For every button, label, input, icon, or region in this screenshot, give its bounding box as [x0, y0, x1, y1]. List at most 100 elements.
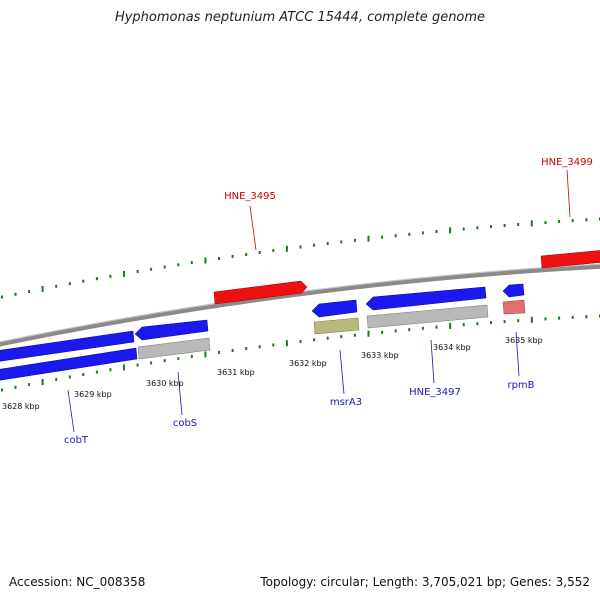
gene-label-rpmb[interactable]: rpmB — [507, 380, 534, 391]
scale-label-3629: 3629 kbp — [74, 390, 112, 399]
reverse-strand-tick — [340, 335, 343, 339]
forward-strand-tick — [530, 220, 533, 227]
gene-rpmb-arrow[interactable] — [502, 283, 525, 298]
forward-strand-tick — [14, 292, 17, 296]
forward-strand-tick — [394, 234, 397, 238]
scale-label-3632: 3632 kbp — [289, 359, 327, 368]
reverse-strand-tick — [136, 363, 139, 367]
forward-strand-tick — [1, 295, 3, 299]
forward-strand-tick — [204, 257, 207, 264]
scale-label-3631: 3631 kbp — [217, 368, 255, 377]
reverse-strand-tick — [503, 320, 506, 324]
reverse-strand-tick — [571, 315, 574, 319]
reverse-strand-tick — [204, 351, 207, 358]
gene-label-msra3[interactable]: msrA3 — [330, 397, 362, 408]
forward-strand-tick — [177, 263, 180, 267]
forward-strand-tick — [95, 277, 98, 281]
forward-strand-tick — [82, 279, 85, 283]
reverse-strand-tick — [544, 317, 547, 321]
scale-label-3630: 3630 kbp — [146, 379, 184, 388]
gene-label-hne-3495[interactable]: HNE_3495 — [224, 191, 276, 202]
reverse-strand-tick — [285, 340, 288, 347]
gene-hne-3497-arrow[interactable] — [365, 286, 487, 311]
forward-strand-tick — [123, 270, 125, 277]
reverse-strand-tick — [14, 385, 17, 389]
leader-hne-3497 — [430, 339, 435, 384]
forward-strand-tick — [585, 218, 588, 222]
gene-label-cobT[interactable]: cobT — [64, 435, 89, 446]
forward-strand-tick — [68, 282, 71, 286]
forward-strand-tick — [435, 230, 438, 233]
forward-strand-tick — [285, 245, 288, 252]
reverse-strand-tick — [353, 333, 356, 337]
gene-cobS-product[interactable] — [137, 337, 211, 360]
forward-strand-tick — [313, 243, 316, 247]
reverse-strand-tick — [123, 364, 125, 371]
forward-strand-tick — [490, 225, 492, 229]
reverse-strand-tick — [381, 330, 384, 334]
reverse-strand-tick — [55, 378, 58, 381]
forward-strand-tick — [272, 249, 275, 253]
gene-cobT-outer[interactable] — [0, 330, 135, 362]
reverse-strand-tick — [231, 349, 234, 352]
reverse-strand-tick — [394, 329, 397, 333]
reverse-strand-tick — [299, 340, 302, 343]
gene-cobT-inner[interactable] — [0, 347, 138, 381]
gene-hne-3499[interactable] — [540, 250, 600, 269]
forward-strand-tick — [136, 270, 139, 273]
forward-strand-tick — [340, 240, 343, 244]
forward-strand-tick — [245, 253, 248, 256]
reverse-strand-tick — [462, 323, 465, 327]
forward-strand-tick — [517, 223, 520, 226]
forward-strand-tick — [544, 221, 547, 224]
leader-cobT — [67, 389, 75, 433]
forward-strand-tick — [150, 267, 153, 271]
gene-label-cobS[interactable]: cobS — [173, 418, 197, 429]
scale-label-3633: 3633 kbp — [361, 351, 399, 360]
reverse-strand-tick — [109, 368, 112, 372]
forward-strand-tick — [163, 265, 166, 269]
reverse-strand-tick — [95, 370, 98, 374]
forward-strand-tick — [218, 257, 220, 260]
gene-hne-3495[interactable] — [213, 280, 308, 305]
reverse-strand-tick — [490, 321, 492, 325]
forward-strand-tick — [231, 254, 234, 258]
gene-cobS-arrow[interactable] — [134, 319, 209, 341]
forward-strand-tick — [41, 285, 44, 292]
forward-strand-tick — [558, 220, 561, 223]
forward-strand-tick — [28, 290, 31, 293]
forward-strand-tick — [299, 245, 302, 249]
leader-hne-3499 — [566, 169, 571, 218]
gene-msra3-product[interactable] — [313, 317, 360, 335]
accession-label: Accession: NC_008358 — [9, 575, 146, 589]
forward-strand-tick — [462, 227, 465, 231]
gene-label-hne-3499[interactable]: HNE_3499 — [541, 157, 593, 168]
reverse-strand-tick — [41, 379, 44, 385]
leader-rpmb — [515, 331, 520, 377]
gene-label-hne-3497[interactable]: HNE_3497 — [409, 387, 461, 398]
reverse-strand-tick — [476, 322, 479, 326]
reverse-strand-tick — [585, 315, 588, 319]
reverse-strand-tick — [68, 375, 71, 379]
reverse-strand-tick — [190, 355, 193, 358]
reverse-strand-tick — [150, 361, 153, 365]
forward-strand-tick — [109, 274, 112, 278]
forward-strand-tick — [408, 232, 411, 236]
scale-label-3634: 3634 kbp — [433, 343, 471, 352]
reverse-strand-tick — [367, 330, 370, 337]
gene-hne-3497-product[interactable] — [366, 304, 489, 329]
genome-summary-label: Topology: circular; Length: 3,705,021 bp… — [260, 575, 590, 589]
leader-cobS — [177, 371, 183, 416]
forward-strand-tick — [353, 238, 356, 242]
leader-msra3 — [339, 349, 345, 395]
gene-msra3-arrow[interactable] — [311, 299, 358, 318]
reverse-strand-tick — [272, 343, 275, 347]
reverse-strand-tick — [449, 322, 452, 329]
gene-rpmb-product[interactable] — [502, 299, 526, 315]
genome-backbone — [0, 263, 600, 347]
scale-label-3628: 3628 kbp — [2, 402, 40, 411]
reverse-strand-tick — [258, 345, 261, 349]
reverse-strand-tick — [163, 359, 166, 363]
leader-hne-3495 — [249, 205, 257, 251]
